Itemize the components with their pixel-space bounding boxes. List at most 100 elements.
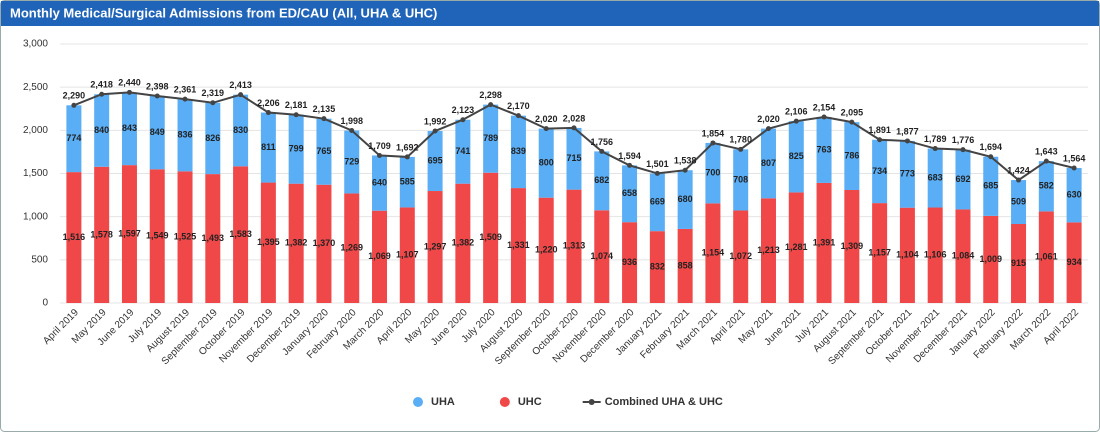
line-value-label: 1,564 <box>1063 153 1086 163</box>
bar-value-label: 692 <box>955 174 970 184</box>
bar-value-label: 849 <box>150 127 165 137</box>
legend-label: Combined UHA & UHC <box>605 396 723 408</box>
bar-segment <box>177 99 193 172</box>
bar-value-label: 1,297 <box>424 241 447 251</box>
bar-value-label: 700 <box>705 168 720 178</box>
bar-value-label: 1,157 <box>868 247 891 257</box>
bar-value-label: 1,313 <box>563 241 586 251</box>
line-value-label: 2,298 <box>479 90 502 100</box>
line-marker <box>293 112 299 118</box>
bar-value-label: 1,281 <box>785 242 808 252</box>
bar-segment <box>622 222 638 303</box>
line-marker <box>904 138 910 144</box>
bar-segment <box>1038 211 1054 303</box>
line-marker <box>627 162 633 168</box>
line-value-label: 1,424 <box>1007 165 1030 175</box>
bar-value-label: 1,395 <box>257 237 280 247</box>
bar-segment <box>872 139 888 204</box>
y-tick-label: 1,500 <box>23 168 48 179</box>
line-value-label: 2,123 <box>452 105 475 115</box>
line-marker <box>988 154 994 160</box>
line-value-label: 2,361 <box>174 85 197 95</box>
bar-segment <box>66 172 82 303</box>
bar-value-label: 839 <box>511 146 526 156</box>
line-marker <box>960 147 966 153</box>
legend-label: UHA <box>431 396 455 408</box>
bar-segment <box>455 183 471 303</box>
bar-value-label: 825 <box>789 151 804 161</box>
line-value-label: 2,181 <box>285 100 308 110</box>
legend-label: UHC <box>518 396 542 408</box>
bar-value-label: 695 <box>428 155 443 165</box>
bar-segment <box>733 210 749 303</box>
bar-value-label: 858 <box>678 260 693 270</box>
bar-value-label: 1,084 <box>952 251 975 261</box>
line-value-label: 2,154 <box>813 102 836 112</box>
bar-value-label: 1,516 <box>63 232 86 242</box>
line-value-label: 2,440 <box>118 78 141 88</box>
bar-segment <box>455 119 471 184</box>
line-marker <box>1071 165 1077 171</box>
line-value-label: 2,290 <box>63 91 86 101</box>
line-marker <box>932 146 938 152</box>
bar-value-label: 729 <box>344 156 359 166</box>
bar-segment <box>205 102 221 175</box>
bar-value-label: 682 <box>594 175 609 185</box>
bar-segment <box>844 189 860 303</box>
bar-segment <box>344 130 360 194</box>
line-value-label: 1,756 <box>591 137 614 147</box>
bar-segment <box>94 166 110 303</box>
line-value-label: 1,789 <box>924 134 947 144</box>
line-value-label: 1,538 <box>674 156 697 166</box>
line-value-label: 1,694 <box>979 142 1002 152</box>
line-value-label: 1,709 <box>368 141 391 151</box>
bar-segment <box>149 169 165 303</box>
bar-value-label: 1,074 <box>591 251 614 261</box>
line-value-label: 1,776 <box>952 135 975 145</box>
line-value-label: 1,992 <box>424 116 447 126</box>
bar-value-label: 811 <box>261 142 276 152</box>
legend-swatch <box>499 397 510 407</box>
bar-segment <box>94 94 110 167</box>
bar-value-label: 836 <box>178 130 193 140</box>
bar-value-label: 680 <box>678 194 693 204</box>
bar-segment <box>760 198 776 303</box>
bar-segment <box>427 131 443 192</box>
y-tick-label: 0 <box>42 298 48 309</box>
bar-segment <box>1011 180 1027 225</box>
bar-value-label: 1,009 <box>979 254 1002 264</box>
line-value-label: 2,020 <box>535 114 558 124</box>
bar-segment <box>872 203 888 303</box>
line-marker <box>321 116 327 122</box>
line-marker <box>1043 158 1049 164</box>
bar-value-label: 1,382 <box>285 238 308 248</box>
bar-segment <box>899 140 915 208</box>
bar-segment <box>372 210 388 303</box>
line-value-label: 2,135 <box>313 104 336 114</box>
bar-segment <box>399 156 415 208</box>
line-marker <box>710 140 716 146</box>
line-value-label: 1,854 <box>702 128 725 138</box>
bar-segment <box>733 149 749 211</box>
line-marker <box>460 117 466 123</box>
bar-segment <box>1038 161 1054 212</box>
line-marker <box>821 114 827 120</box>
bar-value-label: 1,061 <box>1035 252 1058 262</box>
bar-segment <box>483 172 499 303</box>
bar-value-label: 1,382 <box>452 238 475 248</box>
bar-value-label: 1,583 <box>229 229 252 239</box>
line-marker <box>849 119 855 125</box>
bar-value-label: 789 <box>483 133 498 143</box>
line-value-label: 2,398 <box>146 81 169 91</box>
bar-segment <box>510 188 526 303</box>
bar-segment <box>149 95 165 170</box>
bar-segment <box>649 173 665 232</box>
bar-value-label: 1,331 <box>507 240 530 250</box>
bar-value-label: 741 <box>455 146 470 156</box>
bar-value-label: 840 <box>94 125 109 135</box>
bar-value-label: 786 <box>844 150 859 160</box>
bar-segment <box>288 183 304 303</box>
y-tick-label: 3,000 <box>23 39 48 50</box>
bar-value-label: 1,370 <box>313 238 336 248</box>
